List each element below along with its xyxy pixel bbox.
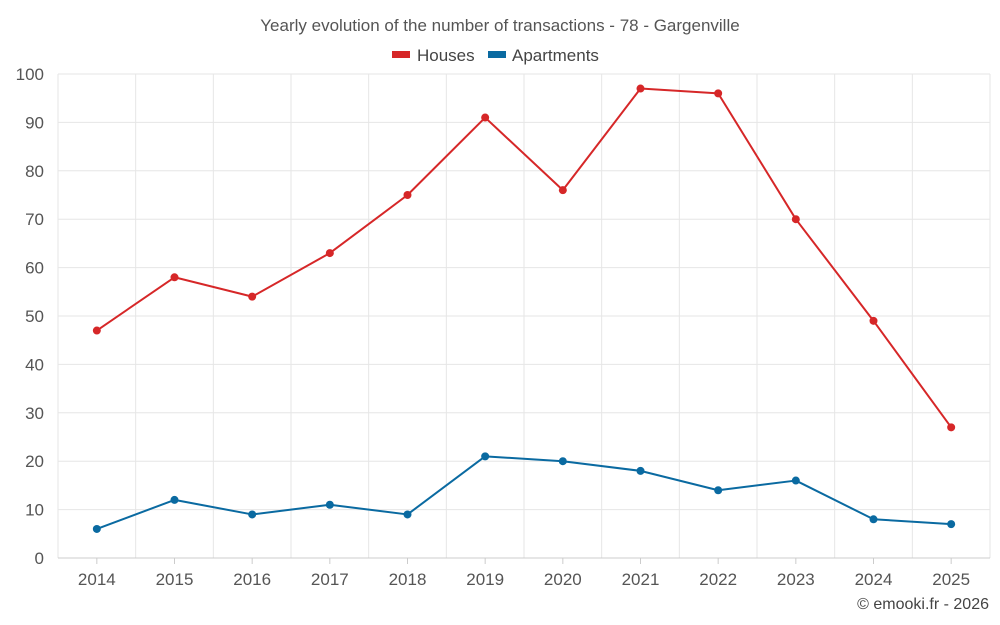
chart-title: Yearly evolution of the number of transa… bbox=[260, 16, 739, 35]
data-point-houses[interactable] bbox=[170, 273, 179, 282]
x-tick-label: 2017 bbox=[311, 570, 349, 589]
y-tick-label: 40 bbox=[25, 355, 44, 374]
y-tick-label: 60 bbox=[25, 259, 44, 278]
y-tick-label: 80 bbox=[25, 162, 44, 181]
x-tick-label: 2018 bbox=[389, 570, 427, 589]
data-point-apartments[interactable] bbox=[325, 500, 334, 509]
data-point-houses[interactable] bbox=[636, 84, 645, 93]
x-tick-label: 2022 bbox=[699, 570, 737, 589]
x-tick-label: 2025 bbox=[932, 570, 970, 589]
grid bbox=[57, 73, 991, 558]
series bbox=[92, 84, 956, 533]
x-tick-label: 2020 bbox=[544, 570, 582, 589]
data-point-houses[interactable] bbox=[714, 89, 723, 98]
y-tick-label: 100 bbox=[16, 65, 44, 84]
data-point-apartments[interactable] bbox=[558, 457, 567, 466]
data-point-houses[interactable] bbox=[481, 113, 490, 122]
data-point-apartments[interactable] bbox=[170, 495, 179, 504]
series-line-apartments bbox=[96, 455, 952, 530]
data-point-houses[interactable] bbox=[92, 326, 101, 335]
y-tick-label: 50 bbox=[25, 307, 44, 326]
x-tick-label: 2023 bbox=[777, 570, 815, 589]
data-point-apartments[interactable] bbox=[791, 476, 800, 485]
data-point-apartments[interactable] bbox=[481, 452, 490, 461]
y-tick-label: 90 bbox=[25, 113, 44, 132]
y-tick-label: 70 bbox=[25, 210, 44, 229]
legend: Houses Apartments bbox=[392, 46, 599, 65]
x-tick-label: 2021 bbox=[622, 570, 660, 589]
legend-item-houses[interactable]: Houses bbox=[392, 46, 475, 65]
legend-label-apartments: Apartments bbox=[512, 46, 599, 65]
data-point-apartments[interactable] bbox=[248, 510, 257, 519]
y-tick-label: 10 bbox=[25, 501, 44, 520]
data-point-houses[interactable] bbox=[869, 316, 878, 325]
x-tick-label: 2024 bbox=[855, 570, 893, 589]
x-tick-label: 2016 bbox=[233, 570, 271, 589]
y-tick-label: 30 bbox=[25, 404, 44, 423]
y-tick-label: 20 bbox=[25, 452, 44, 471]
data-point-houses[interactable] bbox=[947, 423, 956, 432]
axes: 0 10 20 30 40 50 60 70 80 90 100 2014 2015 2016 2017 20… bbox=[16, 65, 990, 589]
data-point-apartments[interactable] bbox=[636, 466, 645, 475]
data-point-apartments[interactable] bbox=[403, 510, 412, 519]
x-tick-label: 2014 bbox=[78, 570, 116, 589]
legend-swatch-apartments bbox=[488, 51, 506, 58]
y-tick-label: 0 bbox=[35, 549, 44, 568]
data-point-houses[interactable] bbox=[248, 292, 257, 301]
credit-text: © emooki.fr - 2026 bbox=[857, 596, 989, 613]
data-point-houses[interactable] bbox=[403, 191, 412, 199]
data-point-apartments[interactable] bbox=[869, 515, 878, 524]
data-point-houses[interactable] bbox=[791, 215, 800, 224]
series-line-houses bbox=[96, 87, 952, 428]
data-point-apartments[interactable] bbox=[714, 486, 723, 495]
x-tick-label: 2019 bbox=[466, 570, 504, 589]
data-point-houses[interactable] bbox=[325, 249, 334, 258]
legend-item-apartments[interactable]: Apartments bbox=[488, 46, 599, 65]
legend-label-houses: Houses bbox=[417, 46, 475, 65]
data-point-apartments[interactable] bbox=[92, 524, 101, 533]
data-point-houses[interactable] bbox=[558, 186, 567, 195]
legend-swatch-houses bbox=[392, 51, 410, 58]
x-tick-label: 2015 bbox=[156, 570, 194, 589]
data-point-apartments[interactable] bbox=[947, 520, 956, 529]
